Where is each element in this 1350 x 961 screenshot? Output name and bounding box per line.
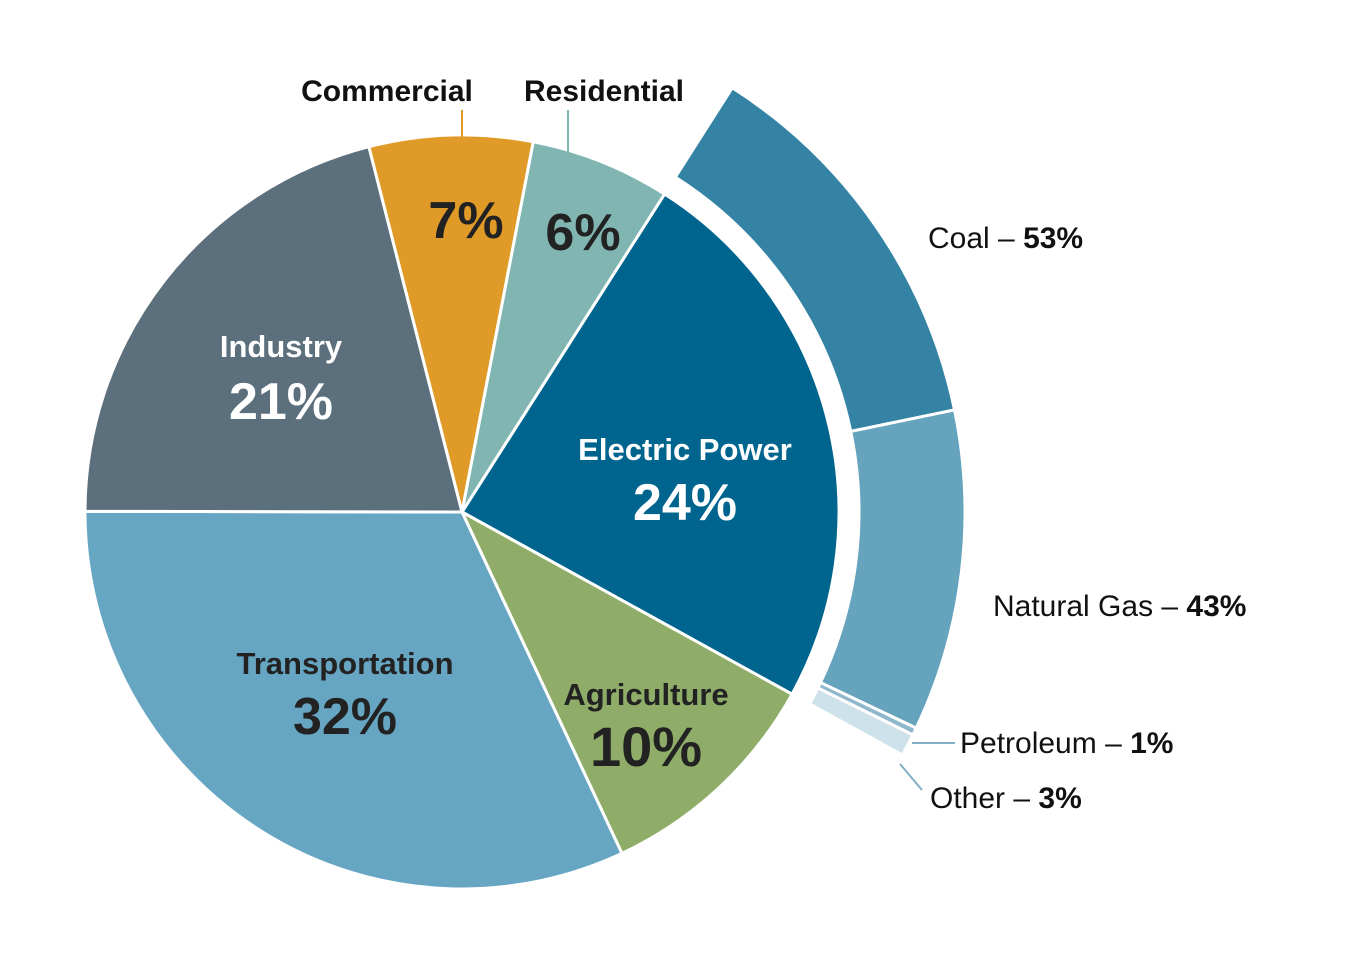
electric-power-breakdown-ring <box>673 85 967 758</box>
slice-value-agriculture: 10% <box>590 715 702 778</box>
ring-label-natural-gas: Natural Gas – 43% <box>993 590 1246 623</box>
pie-slice-agriculture <box>458 508 795 856</box>
leader-lines <box>461 110 955 791</box>
ring-label-value-petroleum: 1% <box>1130 727 1173 760</box>
pie-slice-industry <box>83 144 464 514</box>
ring-label-value-coal: 53% <box>1023 222 1083 255</box>
slice-label-electric-power: Electric Power <box>578 432 792 467</box>
slice-label-industry: Industry <box>220 329 343 364</box>
ring-label-other: Other – 3% <box>930 782 1082 815</box>
ring-label-name-coal: Coal – <box>928 222 1023 255</box>
slice-value-electric-power: 24% <box>633 474 737 532</box>
pie-slice-transportation <box>83 509 624 891</box>
ring-label-value-natural-gas: 43% <box>1186 590 1246 623</box>
slice-label-agriculture: Agriculture <box>563 677 728 712</box>
slice-label-commercial: Commercial <box>301 75 473 108</box>
ring-label-petroleum: Petroleum – 1% <box>960 727 1173 760</box>
ring-label-value-other: 3% <box>1038 782 1081 815</box>
slice-value-commercial: 7% <box>428 192 503 250</box>
slice-label-transportation: Transportation <box>236 646 453 681</box>
pie-slices <box>83 133 841 891</box>
pie-slice-commercial <box>367 133 536 513</box>
pie-slice-residential <box>460 140 667 513</box>
ring-label-name-natural-gas: Natural Gas – <box>993 590 1186 623</box>
ring-label-name-petroleum: Petroleum – <box>960 727 1130 760</box>
ring-label-name-other: Other – <box>930 782 1038 815</box>
slice-label-residential: Residential <box>524 75 684 108</box>
leader-line-other <box>899 763 923 791</box>
slice-value-residential: 6% <box>545 204 620 262</box>
slice-value-transportation: 32% <box>293 688 397 746</box>
slice-value-industry: 21% <box>229 373 333 431</box>
ring-label-coal: Coal – 53% <box>928 222 1083 255</box>
ring-slice-other <box>807 685 915 758</box>
ring-slice-natural-gas <box>818 408 967 731</box>
pie-slice-electric-power <box>459 191 841 697</box>
